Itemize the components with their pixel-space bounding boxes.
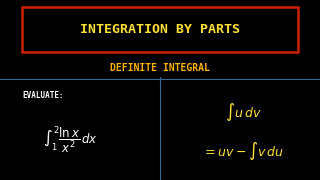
Text: $\int_{1}^{2} \dfrac{\ln x}{x^{2}}\, dx$: $\int_{1}^{2} \dfrac{\ln x}{x^{2}}\, dx$ bbox=[43, 125, 98, 156]
Text: INTEGRATION BY PARTS: INTEGRATION BY PARTS bbox=[80, 23, 240, 36]
Text: $\int u\,dv$: $\int u\,dv$ bbox=[225, 101, 261, 123]
Text: DEFINITE INTEGRAL: DEFINITE INTEGRAL bbox=[110, 63, 210, 73]
Text: EVALUATE:: EVALUATE: bbox=[22, 91, 64, 100]
Text: $= uv - \int v\,du$: $= uv - \int v\,du$ bbox=[202, 140, 284, 162]
FancyBboxPatch shape bbox=[22, 7, 298, 52]
